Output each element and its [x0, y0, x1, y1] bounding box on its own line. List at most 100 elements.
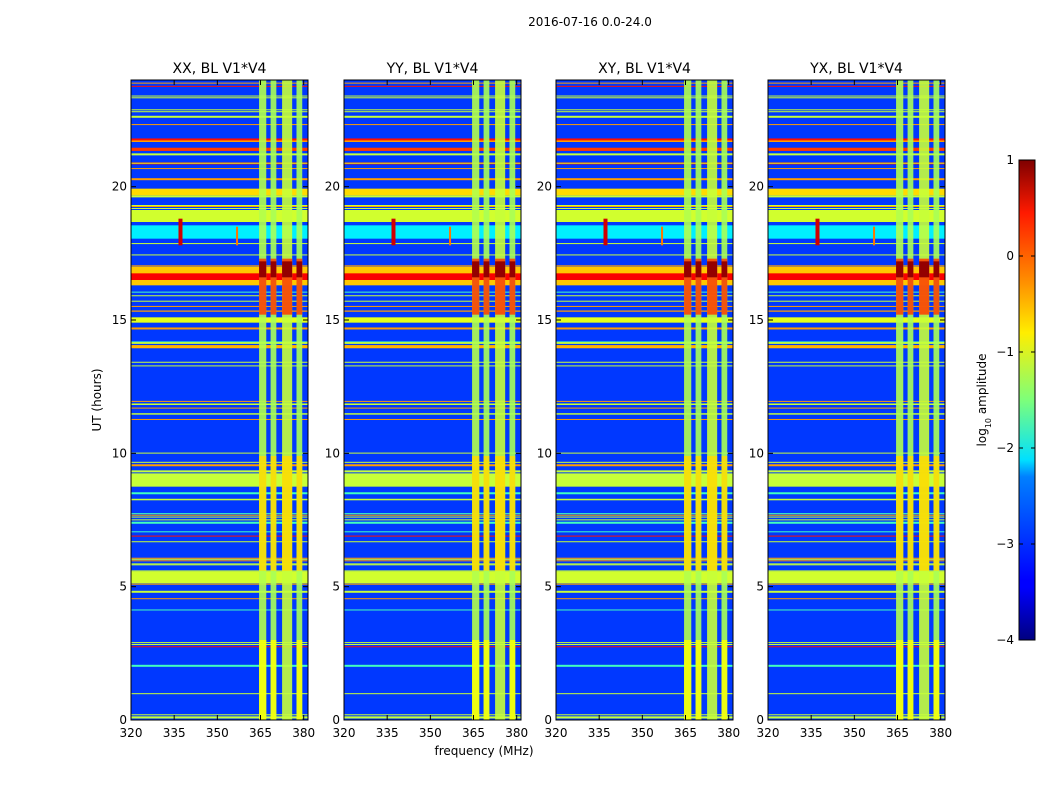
rfi-line [344, 178, 521, 181]
y-tick-label: 10 [325, 446, 340, 460]
rfi-hot-core [509, 261, 516, 278]
rfi-line [344, 716, 521, 718]
rfi-segment [896, 640, 904, 720]
y-tick-label: 10 [537, 446, 552, 460]
rfi-line [768, 514, 945, 516]
rfi-line [131, 403, 308, 405]
rfi-line [344, 361, 521, 363]
x-tick-label: 335 [800, 726, 823, 740]
rfi-band [344, 473, 521, 487]
rfi-segment [472, 456, 480, 571]
rfi-line [344, 563, 521, 565]
rfi-line [131, 693, 308, 695]
rfi-line [556, 195, 733, 197]
rfi-line [344, 418, 521, 420]
rfi-line [344, 693, 521, 695]
heatmap-cells [768, 80, 945, 720]
rfi-line [556, 178, 733, 181]
rfi-line [768, 413, 945, 415]
heatmap-panel-2: YY, BL V1*V4 320 335 350 365 380 0 5 10 15 20 [325, 61, 528, 740]
rfi-line [131, 464, 308, 467]
rfi-line [768, 583, 945, 585]
rfi-line [131, 664, 308, 667]
rfi-segment [259, 456, 267, 571]
strong-event-core [556, 273, 733, 280]
colorbar-label-sub: 10 [984, 418, 993, 428]
panel-title: YX, BL V1*V4 [809, 61, 903, 77]
rfi-hot-core [495, 261, 506, 278]
rfi-line [556, 535, 733, 537]
y-tick-label: 20 [537, 180, 552, 194]
rfi-line [768, 644, 945, 646]
rfi-line [344, 365, 521, 367]
rfi-channel [509, 80, 516, 720]
rfi-line [556, 563, 733, 565]
rfi-segment [296, 456, 303, 571]
rfi-band [768, 188, 945, 196]
rfi-line [768, 178, 945, 181]
rfi-segment [509, 640, 516, 720]
rfi-line [556, 254, 733, 256]
rfi-line [344, 461, 521, 463]
rfi-segment [919, 258, 930, 315]
rfi-line [768, 205, 945, 207]
rfi-line [556, 541, 733, 543]
rfi-line [344, 519, 521, 521]
rfi-line [556, 138, 733, 141]
rfi-line [768, 291, 945, 293]
rfi-band [344, 147, 521, 151]
rfi-line [556, 404, 733, 406]
rfi-segment [270, 456, 277, 571]
rfi-line [768, 541, 945, 543]
rfi-line [556, 400, 733, 402]
rfi-line [556, 570, 733, 572]
x-tick-label: 380 [929, 726, 952, 740]
x-axis-label: frequency (MHz) [434, 744, 533, 758]
rfi-line [556, 265, 733, 267]
rfi-line [768, 400, 945, 402]
rfi-band [131, 317, 308, 323]
rfi-line [344, 531, 521, 533]
rfi-line [556, 97, 733, 99]
x-tick-label: 320 [333, 726, 356, 740]
rfi-line [768, 111, 945, 113]
rfi-band [556, 317, 733, 323]
rfi-line [131, 609, 308, 611]
rfi-line [344, 609, 521, 611]
rfi-line [344, 644, 521, 646]
rfi-hot-core [695, 261, 702, 278]
rfi-line [344, 499, 521, 501]
rfi-segment [684, 258, 692, 315]
rfi-line [556, 590, 733, 593]
rfi-line [131, 557, 308, 559]
rfi-line [344, 560, 521, 562]
rfi-segment [483, 640, 490, 720]
rfi-line [768, 498, 945, 500]
rfi-line [131, 519, 308, 521]
rfi-line [131, 642, 308, 644]
rfi-line [131, 310, 308, 312]
rfi-band [768, 571, 945, 584]
colorbar-tick-label: −3 [996, 537, 1014, 551]
rfi-line [556, 492, 733, 495]
rfi-line [768, 310, 945, 312]
rfi-line [344, 557, 521, 559]
rfi-band [344, 188, 521, 196]
rfi-line [131, 361, 308, 363]
rfi-line [556, 609, 733, 611]
rfi-line [556, 95, 733, 97]
rfi-line [344, 300, 521, 302]
rfi-line [556, 124, 733, 126]
rfi-line [556, 664, 733, 667]
rfi-line [768, 124, 945, 126]
x-tick-label: 320 [545, 726, 568, 740]
rfi-line [344, 516, 521, 518]
rfi-band [556, 210, 733, 222]
rfi-line [131, 305, 308, 307]
rfi-line [131, 646, 308, 648]
x-tick-label: 350 [631, 726, 654, 740]
x-tick-label: 320 [120, 726, 143, 740]
rfi-channel [684, 80, 692, 720]
rfi-line [768, 207, 945, 209]
